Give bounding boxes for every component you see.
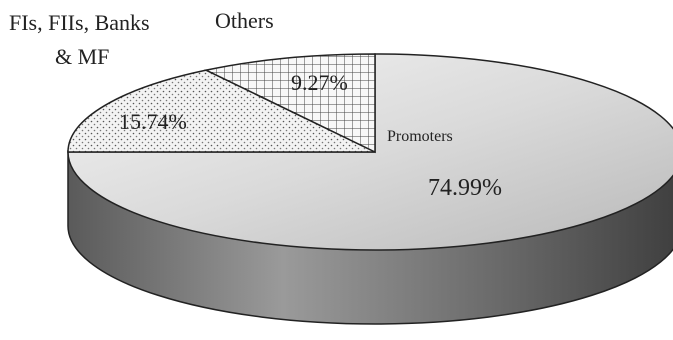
- value-label-others: 9.27%: [291, 70, 348, 95]
- slice-others: [203, 53, 376, 154]
- value-label-fis: 15.74%: [119, 109, 187, 134]
- value-label-promoters: 74.99%: [428, 175, 502, 201]
- label-fis-line2: & MF: [55, 44, 109, 69]
- slice-promoters: [67, 53, 673, 251]
- label-others: Others: [215, 8, 274, 33]
- slice-fis-fiis-banks-mf: [67, 69, 376, 153]
- label-promoters: Promoters: [387, 128, 453, 145]
- pie-top-face: [67, 53, 673, 251]
- label-fis-line1: FIs, FIIs, Banks: [9, 10, 150, 35]
